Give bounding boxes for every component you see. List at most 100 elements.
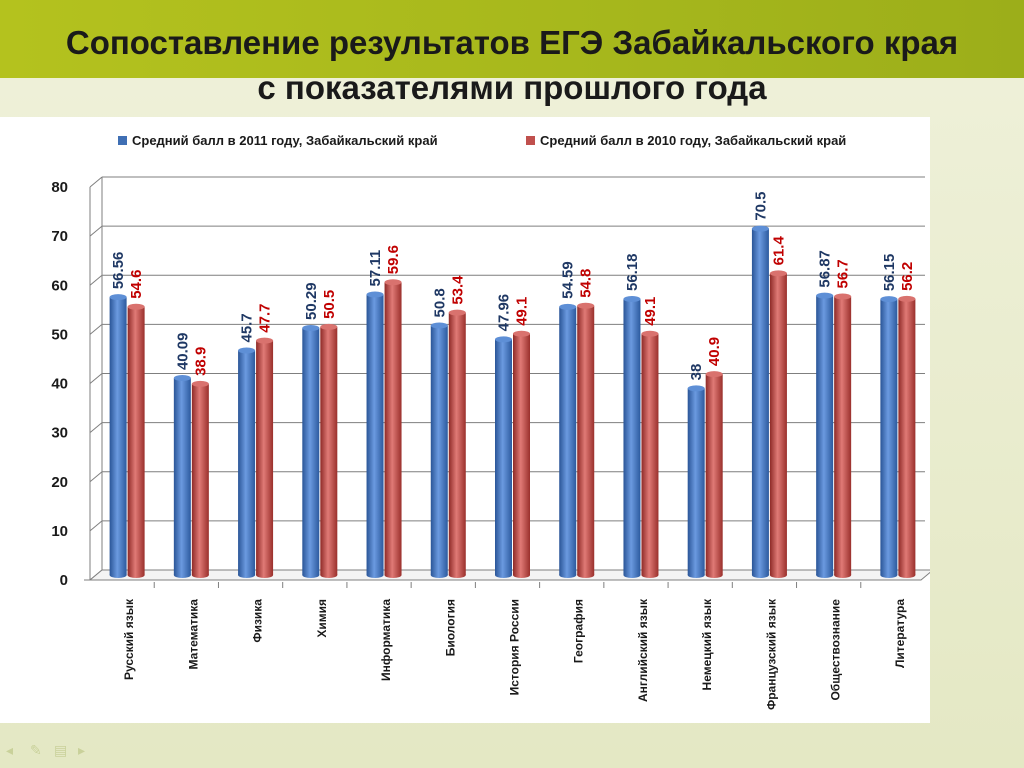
bar-2011: [495, 339, 512, 575]
bar-2010-top: [448, 309, 466, 316]
data-label-2011: 56.56: [110, 252, 127, 290]
x-tick-label: Литература: [893, 599, 907, 668]
grid-line-depth: [89, 225, 103, 237]
bar-2010-top: [577, 302, 595, 309]
legend-label-2011: Средний балл в 2011 году, Забайкальский …: [132, 133, 438, 148]
bar-2011-top: [623, 296, 641, 303]
bar-2011-base: [302, 572, 320, 578]
bar-2011-top: [687, 385, 705, 392]
legend-label-2010: Средний балл в 2010 году, Забайкальский …: [540, 133, 847, 148]
x-tick-label: Французский язык: [764, 598, 778, 710]
bar-2011-top: [816, 292, 834, 299]
bar-2010: [256, 340, 274, 575]
bar-2010-base: [256, 572, 274, 578]
bar-2010: [769, 273, 787, 575]
data-label-2010: 54.8: [578, 269, 595, 298]
bar-2011: [559, 306, 577, 575]
grid-line-depth: [89, 422, 103, 434]
data-label-2011: 56.87: [817, 250, 834, 288]
bar-2010: [705, 374, 723, 575]
data-label-2011: 38: [688, 364, 705, 381]
bar-2011-base: [495, 572, 512, 578]
grid-line-depth: [89, 274, 103, 286]
bar-2010-base: [320, 572, 338, 578]
bar-2010: [834, 296, 852, 575]
title-line-2: с показателями прошлого года: [257, 69, 767, 106]
bar-2010: [320, 326, 338, 575]
bar-2011: [109, 297, 127, 575]
x-tick-label: Немецкий язык: [700, 598, 714, 690]
bar-2010: [448, 312, 466, 575]
bar-2011-top: [173, 375, 191, 382]
bar-2010-top: [191, 380, 209, 387]
y-tick-label: 40: [51, 376, 68, 393]
bar-2011: [238, 350, 256, 575]
data-label-2010: 53.4: [449, 275, 466, 305]
grid-line-depth: [89, 373, 103, 384]
bar-2011: [687, 388, 705, 575]
bar-2011-top: [366, 291, 384, 298]
bar-2010-base: [127, 572, 145, 578]
bar-2010-top: [513, 330, 530, 337]
data-label-2011: 70.5: [752, 191, 769, 220]
bar-2010-top: [320, 323, 338, 330]
y-tick-label: 60: [51, 277, 68, 294]
grid-line-depth: [89, 471, 103, 483]
bar-2010-top: [769, 270, 787, 277]
y-tick-label: 0: [60, 572, 68, 589]
bar-2011-base: [687, 572, 705, 578]
bar-2010-top: [127, 303, 145, 310]
bar-2010-base: [448, 572, 466, 578]
data-label-2010: 56.2: [899, 262, 916, 291]
pen-icon[interactable]: ✎: [30, 743, 42, 759]
bar-2010-base: [898, 572, 916, 578]
bar-2010: [191, 383, 209, 575]
x-tick-label: История России: [508, 599, 522, 695]
back-icon[interactable]: ◂: [6, 743, 14, 759]
bar-2011-top: [238, 347, 256, 354]
data-label-2011: 50.29: [303, 282, 320, 320]
chart-legend: Средний балл в 2011 году, Забайкальский …: [0, 133, 1024, 153]
y-tick-label: 80: [51, 179, 68, 196]
bar-2011-base: [816, 572, 834, 578]
data-label-2011: 47.96: [496, 294, 513, 332]
legend-item-2011: Средний балл в 2011 году, Забайкальский …: [118, 133, 438, 148]
bar-2011: [751, 228, 769, 575]
bar-2011: [366, 294, 384, 575]
y-tick-label: 10: [51, 523, 68, 540]
data-label-2011: 57.11: [367, 250, 384, 287]
bar-2011: [880, 299, 898, 575]
bar-2010: [577, 305, 595, 575]
data-label-2011: 50.8: [431, 288, 448, 317]
bar-2011-top: [559, 303, 577, 310]
grid-line-depth: [89, 323, 103, 335]
bar-2010-base: [705, 572, 723, 578]
menu-icon[interactable]: ▤: [54, 743, 68, 759]
data-label-2010: 54.6: [128, 270, 145, 299]
bar-chart: 0 10 20 30 40 50 60 70 80 56.56 54.6 Русский язык 40…: [51, 176, 930, 710]
grid-line-depth: [89, 176, 103, 188]
bar-2011-base: [559, 572, 577, 578]
data-label-2010: 47.7: [257, 303, 274, 332]
bar-2010: [384, 282, 402, 575]
bar-2010-base: [834, 572, 852, 578]
slide-title: Сопоставление результатов ЕГЭ Забайкальс…: [0, 20, 1024, 110]
y-tick-label: 50: [51, 326, 68, 343]
bar-2011-top: [430, 322, 448, 329]
x-tick-label: Обществознание: [829, 599, 843, 701]
slide-nav: ◂ ✎ ▤ ▸: [6, 742, 102, 760]
bar-2011-top: [495, 336, 512, 343]
data-label-2010: 49.1: [514, 297, 531, 326]
forward-icon[interactable]: ▸: [78, 743, 86, 759]
bar-2011: [173, 378, 191, 575]
data-label-2010: 61.4: [770, 236, 787, 266]
grid-line-depth: [89, 520, 103, 532]
data-label-2011: 56.18: [624, 253, 641, 291]
bar-2010: [898, 298, 916, 575]
x-tick-label: Русский язык: [122, 598, 136, 680]
x-tick-label: Физика: [251, 599, 265, 643]
bar-2010-top: [384, 279, 402, 286]
y-tick-label: 70: [51, 228, 68, 245]
x-tick-label: Информатика: [379, 599, 393, 681]
bar-2011-base: [173, 572, 191, 578]
